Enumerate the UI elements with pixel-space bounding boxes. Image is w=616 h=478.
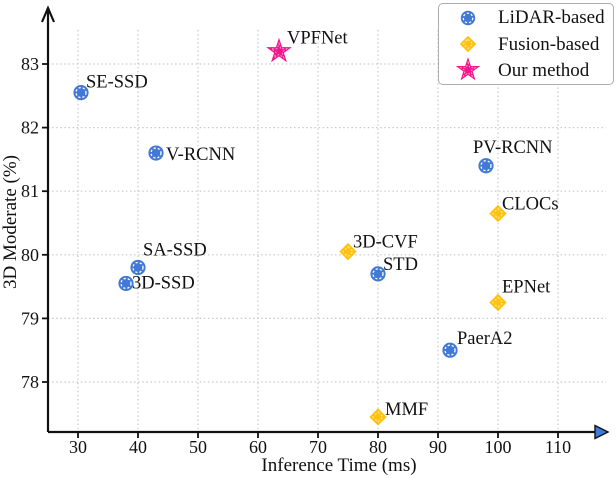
- point-label: EPNet: [502, 278, 551, 298]
- fusion-diamond-icon: [452, 31, 484, 57]
- point-MMF: MMF: [369, 400, 428, 426]
- x-tick-label: 110: [545, 437, 571, 457]
- point-label: V-RCNN: [166, 145, 235, 165]
- point-label: PaerA2: [457, 329, 512, 349]
- point-STD: STD: [370, 255, 418, 282]
- y-tick-label: 83: [21, 54, 39, 74]
- point-SA-SSD: SA-SSD: [130, 241, 207, 276]
- circle-marker-icon: [73, 85, 89, 101]
- point-PV-RCNN: PV-RCNN: [473, 138, 553, 174]
- point-SE-SSD: SE-SSD: [73, 73, 148, 101]
- point-VPFNet: VPFNet: [266, 28, 349, 63]
- legend-row-fusion: Fusion-based: [439, 32, 613, 57]
- diamond-marker-icon: [339, 242, 357, 261]
- legend-label-fusion: Fusion-based: [498, 33, 600, 55]
- star-marker-icon: [455, 57, 481, 81]
- x-tick-label: 60: [249, 437, 267, 457]
- point-V-RCNN: V-RCNN: [148, 145, 235, 165]
- y-tick-label: 82: [21, 118, 39, 138]
- y-tick-label: 79: [21, 308, 39, 328]
- y-axis-title: 3D Moderate (%): [0, 155, 21, 289]
- point-label: STD: [383, 255, 418, 275]
- circle-marker-icon: [478, 158, 494, 174]
- x-tick-label: 80: [369, 437, 387, 457]
- x-tick-label: 30: [69, 437, 87, 457]
- legend-label-lidar: LiDAR-based: [498, 7, 605, 29]
- point-label: 3D-SSD: [132, 273, 195, 293]
- x-tick-label: 50: [189, 437, 207, 457]
- tick-labels: 30 40 50 60 70 80 90 100 110 78 79 80 81 82 83: [21, 54, 571, 457]
- circle-marker-icon: [130, 259, 146, 276]
- diamond-marker-icon: [459, 35, 477, 53]
- circle-marker-icon: [460, 10, 476, 25]
- y-tick-label: 80: [21, 245, 39, 265]
- diamond-marker-icon: [489, 293, 507, 312]
- data-points: SE-SSD V-RCNN SA-SSD 3D-SSD STD PV-RCNN PaerA2…: [73, 28, 559, 426]
- point-label: VPFNet: [287, 28, 349, 48]
- axes: [40, 5, 610, 440]
- x-tick-label: 100: [485, 437, 512, 457]
- x-axis-title: Inference Time (ms): [261, 455, 416, 476]
- point-label: CLOCs: [502, 194, 559, 214]
- lidar-circle-icon: [452, 5, 484, 31]
- point-label: 3D-CVF: [353, 233, 418, 253]
- y-axis-arrow-icon: [40, 5, 56, 23]
- circle-marker-icon: [442, 342, 458, 358]
- circle-marker-icon: [118, 275, 134, 292]
- legend-row-lidar: LiDAR-based: [439, 5, 613, 30]
- circle-marker-icon: [148, 145, 164, 161]
- star-marker-icon: [266, 37, 292, 63]
- legend-label-ours: Our method: [498, 59, 590, 81]
- diamond-marker-icon: [489, 204, 507, 223]
- point-label: MMF: [385, 400, 428, 420]
- x-tick-label: 40: [129, 437, 147, 457]
- point-PaerA2: PaerA2: [442, 329, 512, 358]
- point-EPNet: EPNet: [489, 278, 551, 312]
- point-3D-SSD: 3D-SSD: [118, 273, 195, 293]
- diamond-marker-icon: [369, 408, 387, 426]
- point-label: SA-SSD: [143, 241, 207, 261]
- circle-marker-icon: [370, 266, 386, 282]
- x-tick-label: 90: [429, 437, 447, 457]
- point-label: SE-SSD: [86, 73, 148, 93]
- y-tick-label: 78: [21, 372, 39, 392]
- gridlines: [48, 30, 606, 432]
- our-method-star-icon: [452, 57, 484, 83]
- point-3D-CVF: 3D-CVF: [339, 233, 418, 261]
- x-tick-label: 70: [309, 437, 327, 457]
- y-tick-label: 81: [21, 181, 39, 201]
- point-CLOCs: CLOCs: [489, 194, 559, 223]
- legend-row-ours: Our method: [439, 57, 613, 83]
- legend: LiDAR-based Fusion-based Our method: [438, 3, 614, 85]
- x-axis-arrow-icon: [594, 424, 610, 440]
- point-label: PV-RCNN: [473, 138, 553, 158]
